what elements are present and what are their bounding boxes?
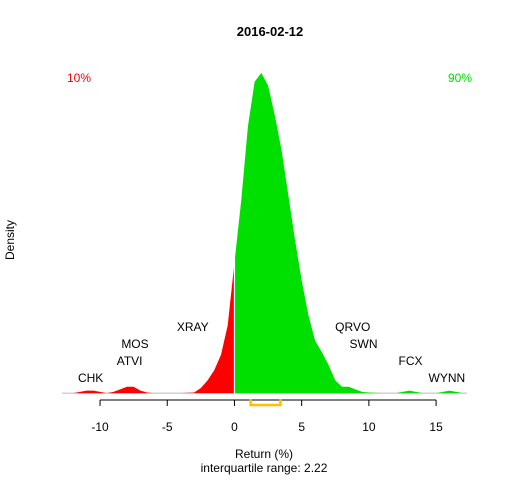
density-area-below: [73, 262, 235, 394]
stock-label: CHK: [78, 371, 103, 385]
subtitle: interquartile range: 2.22: [201, 461, 328, 475]
y-axis-label: Density: [3, 220, 17, 260]
chart-title: 2016-02-12: [237, 24, 304, 39]
x-tick-label: 15: [429, 420, 443, 434]
x-tick-label: -10: [91, 420, 109, 434]
stock-label: XRAY: [177, 320, 209, 334]
stock-label: FCX: [399, 354, 423, 368]
stock-label: WYNN: [429, 371, 466, 385]
stock-label: ATVI: [117, 354, 143, 368]
stock-label: QRVO: [335, 320, 370, 334]
density-area-above: [234, 72, 463, 394]
x-tick-label: 0: [231, 420, 238, 434]
stock-label: MOS: [121, 337, 148, 351]
x-tick-label: -5: [162, 420, 173, 434]
x-tick-label: 10: [362, 420, 376, 434]
right-percent: 90%: [448, 71, 472, 85]
x-axis-label: Return (%): [235, 447, 293, 461]
left-percent: 10%: [67, 71, 91, 85]
iqr-bracket: [249, 399, 282, 407]
x-tick-label: 5: [298, 420, 305, 434]
stock-label: SWN: [349, 337, 377, 351]
